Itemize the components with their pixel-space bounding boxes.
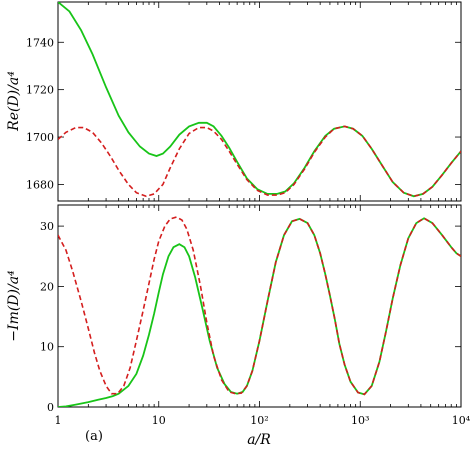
y-tick-label: 1740 (26, 36, 54, 49)
series-line-dashed (58, 125, 461, 198)
y-tick-label: 1720 (26, 84, 54, 97)
y-tick-label: 0 (47, 401, 54, 414)
panel-imaginary-part: 0 10 20 30 1 10 10² 10³ 10⁴ −Im(D)/a⁴ a/R (a) (6, 204, 471, 448)
x-tick-label: 1 (55, 414, 62, 427)
series-line-solid (58, 2, 461, 198)
plot-area-imag: 0 10 20 30 1 10 10² 10³ 10⁴ (40, 204, 471, 427)
y-tick-label: 10 (40, 341, 54, 354)
panel-label: (a) (85, 429, 103, 444)
y-tick-label: 1680 (26, 178, 54, 191)
series-line-solid (58, 217, 461, 407)
x-tick-label: 10 (152, 414, 166, 427)
ylabel-imag: −Im(D)/a⁴ (6, 270, 22, 342)
y-tick-label: 1700 (26, 131, 54, 144)
plot-frame (57, 1, 462, 202)
xlabel: a/R (247, 432, 271, 448)
y-tick-label: 20 (40, 280, 54, 293)
x-tick-label: 10⁴ (452, 414, 471, 427)
x-tick-label: 10³ (351, 414, 369, 427)
x-tick-label: 10² (250, 414, 268, 427)
plot-area-real: 1680 1700 1720 1740 (26, 1, 462, 202)
series-line-dashed (58, 216, 461, 396)
plot-frame (57, 204, 462, 408)
y-tick-label: 30 (40, 220, 54, 233)
panel-real-part: 1680 1700 1720 1740 Re(D)/a⁴ (6, 1, 462, 202)
ylabel-real: Re(D)/a⁴ (6, 71, 22, 132)
